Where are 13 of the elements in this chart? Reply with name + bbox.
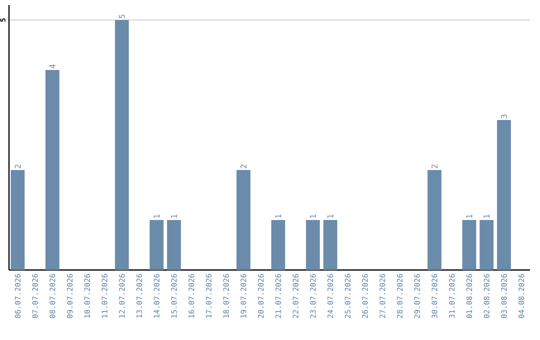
bar (271, 220, 286, 270)
bar (114, 20, 129, 270)
bar (480, 220, 494, 270)
bar (428, 170, 442, 270)
bar (236, 170, 250, 270)
bar (497, 120, 511, 270)
bar (45, 70, 60, 270)
bar (323, 220, 338, 270)
bar (462, 220, 476, 270)
bar (150, 220, 164, 270)
bar (167, 220, 181, 270)
bar (306, 220, 320, 270)
bar (10, 170, 25, 270)
